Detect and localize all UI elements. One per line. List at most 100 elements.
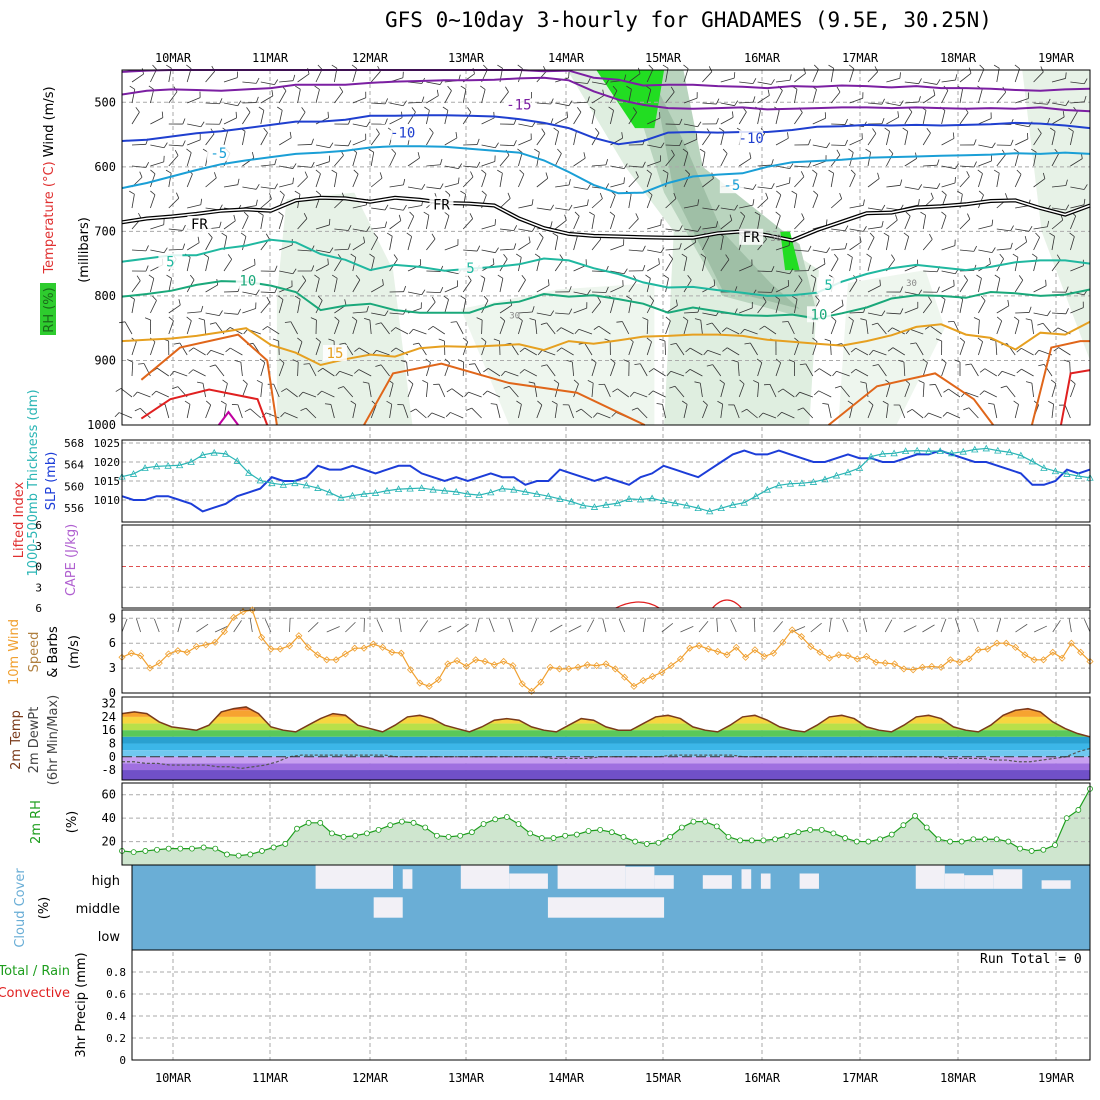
wind-barb-flag: [347, 225, 352, 231]
wind-barb: [628, 89, 632, 104]
wind-barb-flag: [186, 148, 192, 153]
wind-barb-flag: [966, 171, 970, 177]
wind-barb-flag: [1049, 232, 1055, 237]
rh-marker: [270, 844, 277, 851]
wind-barb: [849, 279, 858, 293]
wind-barb-flag: [421, 184, 426, 190]
wind-barb-flag: [825, 219, 828, 226]
wind-barb: [628, 73, 641, 83]
wind-barb-flag: [166, 274, 172, 279]
rh-marker: [142, 848, 149, 854]
wind-barb: [775, 285, 789, 293]
wind-barb: [536, 102, 551, 105]
wind-barb-flag: [758, 412, 764, 418]
wind-barb-flag: [609, 211, 615, 216]
rh-legend-swatch: [40, 283, 56, 335]
wind-barb-flag: [881, 310, 886, 316]
thickness-marker: [521, 488, 530, 495]
wind-barb-flag: [669, 385, 676, 389]
wind-barb: [168, 304, 181, 314]
wind-barb: [757, 215, 761, 230]
rh-marker: [259, 848, 265, 854]
wind-barb-flag: [813, 190, 819, 196]
thickness-tick-label: 564: [64, 459, 84, 472]
thickness-marker: [924, 447, 933, 455]
wind-barb-flag: [1037, 322, 1044, 326]
wind-barb: [922, 215, 927, 230]
contour-label: 5: [166, 254, 174, 270]
wind-barb: [573, 81, 588, 84]
wind-barb-flag: [660, 219, 662, 226]
wind-barb: [923, 270, 938, 273]
wind-barb: [855, 368, 869, 377]
thickness-marker: [233, 457, 241, 464]
wind-barb-flag: [860, 318, 867, 321]
wind-barb: [794, 299, 798, 314]
wind-barb: [647, 144, 662, 149]
wind-barb-flag: [1053, 327, 1059, 333]
wind-barb-flag: [566, 111, 569, 118]
wind-barb-flag: [436, 89, 439, 96]
temp-band: [122, 730, 1090, 737]
wind-barb: [739, 265, 753, 272]
wind-speed-marker: [379, 643, 387, 651]
wind-barb: [812, 263, 826, 272]
wind-barb-flag: [1065, 100, 1070, 106]
rh-marker: [853, 838, 860, 845]
wind-barb-flag: [455, 131, 458, 139]
wind-barb-flag: [516, 400, 522, 405]
wind-barb: [339, 370, 353, 377]
wind-barb-flag: [284, 321, 291, 323]
contour-label-bg: [719, 177, 744, 194]
surface-wind-barb: [753, 617, 756, 633]
temp-tick-label: 8: [109, 736, 116, 750]
thickness-marker: [1017, 451, 1025, 459]
wind-barb: [941, 215, 947, 230]
wind-barb: [536, 312, 551, 317]
wind-barb: [334, 278, 338, 293]
contour-label-bg: [206, 144, 231, 161]
wind-barb: [573, 157, 586, 167]
wind-barb: [867, 257, 872, 272]
wind-barb: [720, 220, 733, 230]
wind-barb: [830, 91, 841, 104]
wind-barb: [518, 279, 526, 293]
cloud-clear-block: [741, 869, 752, 889]
wind-barb: [554, 404, 558, 419]
wind-barb-flag: [403, 204, 407, 211]
wind-speed-marker: [974, 646, 982, 654]
wind-barb-flag: [541, 128, 546, 134]
wind-barb: [867, 71, 878, 83]
wind-barb-flag: [168, 316, 174, 322]
rh-tick-label: 40: [102, 811, 116, 825]
wind-barb: [334, 155, 344, 167]
wind-barb-flag: [797, 407, 804, 411]
wind-barb: [426, 291, 441, 293]
rh-marker: [900, 822, 907, 829]
wind-barb-flag: [353, 169, 359, 175]
wind-barb-flag: [771, 286, 775, 293]
wind-barb-flag: [844, 139, 848, 146]
rh-marker: [585, 828, 592, 834]
wind-barb: [260, 110, 265, 125]
wind-barb-flag: [848, 316, 854, 321]
wind-barb: [867, 133, 877, 146]
wind-barb-flag: [789, 163, 794, 169]
wind-speed-marker: [928, 662, 936, 671]
wind-barb: [389, 236, 393, 251]
wind-barb: [260, 362, 266, 377]
wind-barb-flag: [423, 211, 430, 216]
wind-barb: [812, 278, 817, 293]
wind-barb-flag: [978, 190, 984, 196]
wind-barb: [1015, 123, 1030, 128]
wind-barb: [647, 224, 661, 230]
wind-barb: [150, 194, 156, 209]
wind-barb: [738, 111, 747, 125]
wind-barb: [782, 388, 795, 398]
rh-marker: [713, 823, 720, 830]
wind-barb-flag: [789, 268, 794, 274]
wind-barb-flag: [776, 190, 782, 196]
wind-barb: [652, 390, 666, 398]
